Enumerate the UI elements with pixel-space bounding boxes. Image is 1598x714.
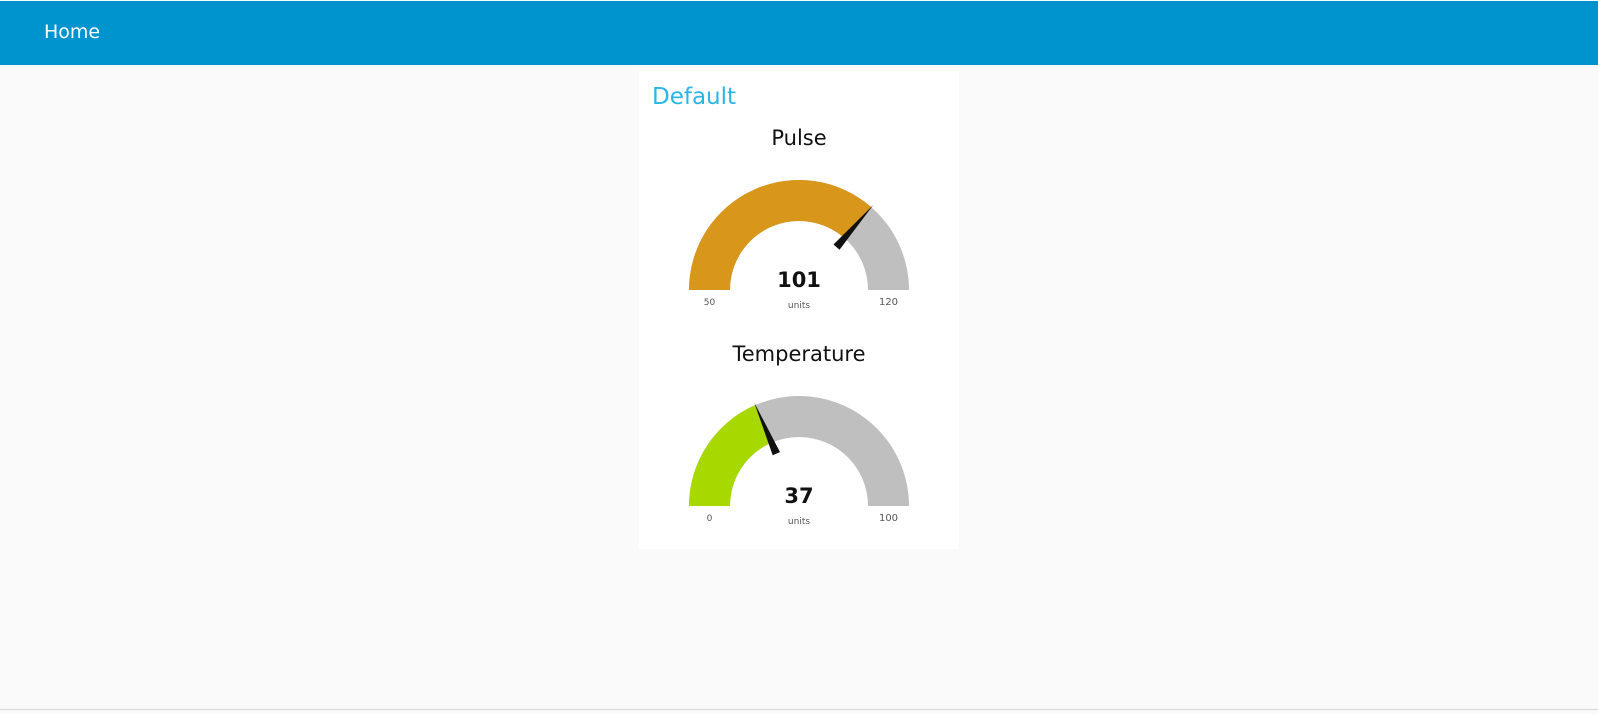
gauge-fill: [689, 405, 772, 506]
gauge-needle: [833, 204, 874, 250]
page-title: Home: [44, 21, 101, 43]
gauge-value: 101: [777, 268, 821, 292]
gauge-units: units: [788, 301, 810, 311]
gauge-max-label: 100: [879, 513, 898, 524]
gauge-min-label: 50: [704, 298, 716, 308]
temperature-gauge: 37 units 0 100: [689, 396, 909, 527]
gauge-title: Pulse: [771, 126, 827, 150]
group-title: Default: [652, 84, 737, 110]
gauge-title: Temperature: [732, 342, 866, 366]
temperature-gauge-widget: Temperature 37 units 0 100: [639, 342, 959, 542]
gauge-fill: [689, 180, 872, 290]
group-card: Default Pulse 101 units 50 120 Temperatu…: [639, 71, 959, 549]
gauge-max-label: 120: [879, 297, 898, 308]
gauge-needle: [754, 402, 781, 456]
top-toolbar: Home: [0, 1, 1598, 65]
gauge-min-label: 0: [707, 514, 713, 524]
footer-divider: [0, 709, 1598, 710]
gauge-value: 37: [784, 484, 813, 508]
pulse-gauge-widget: Pulse 101 units 50 120: [639, 126, 959, 326]
pulse-gauge: 101 units 50 120: [689, 180, 909, 311]
gauge-units: units: [788, 517, 810, 527]
